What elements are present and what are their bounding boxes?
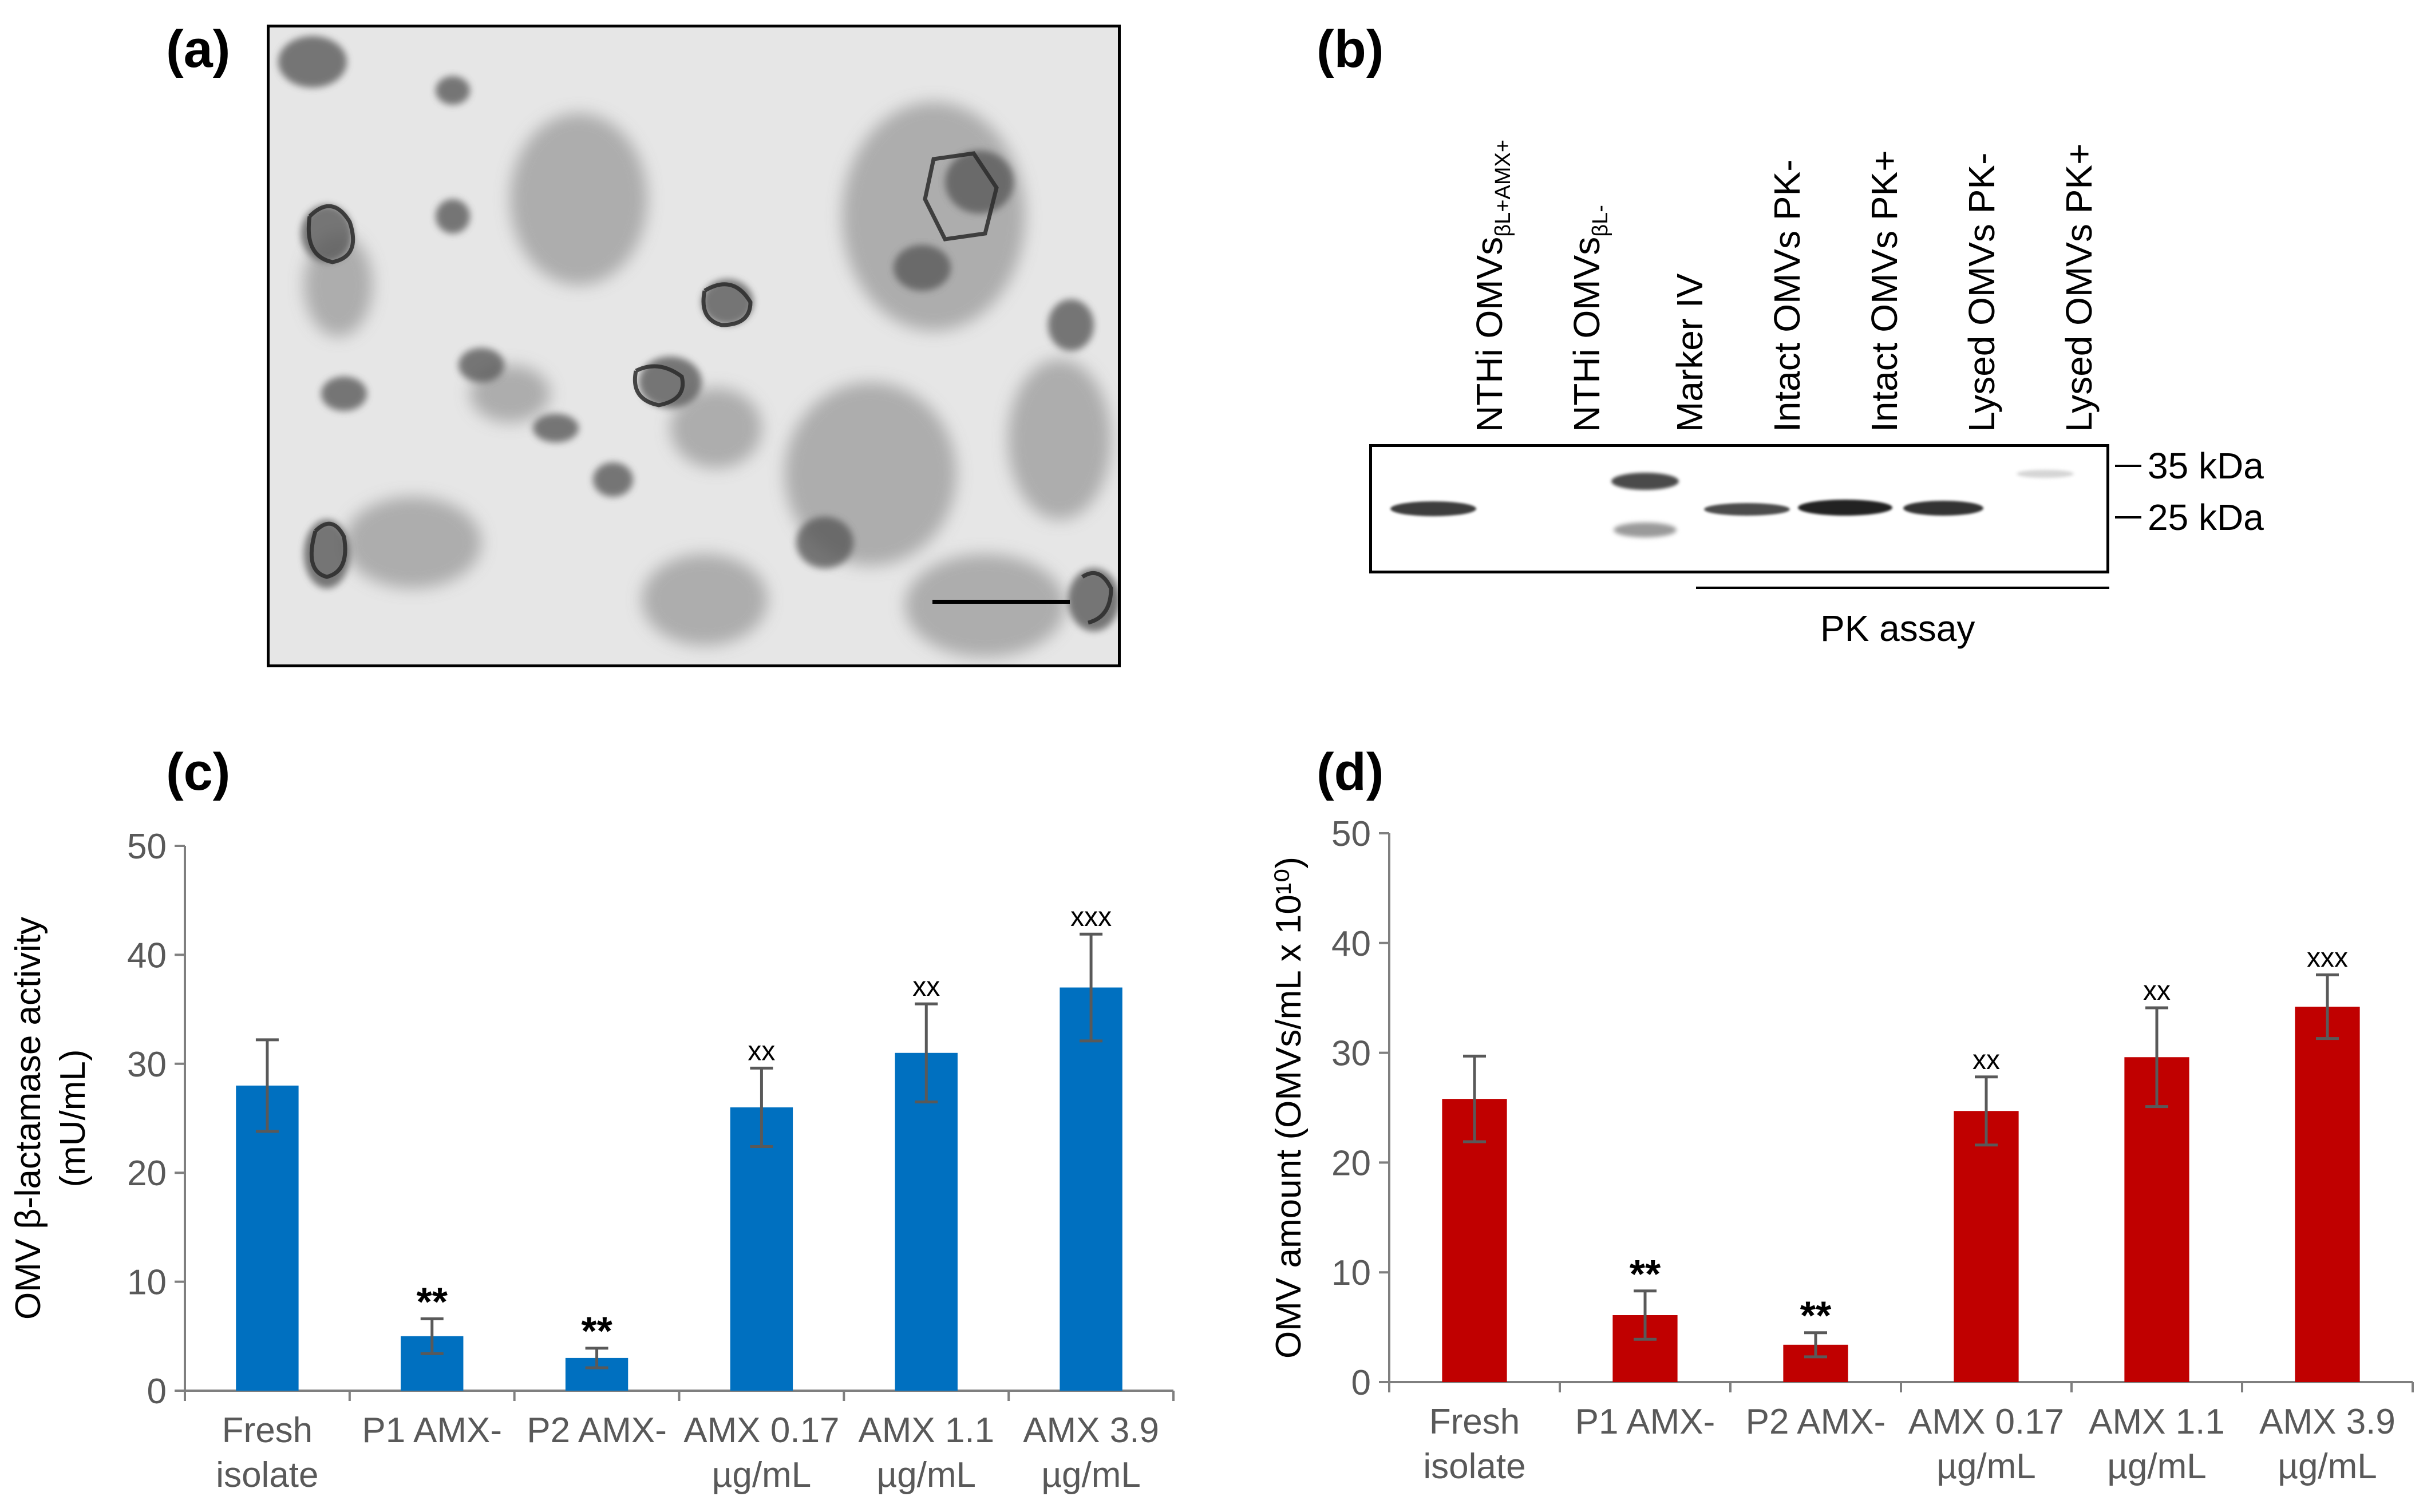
bar	[236, 1085, 299, 1391]
significance-label: xx	[1972, 1045, 2000, 1075]
x-tick-label: Fresh	[1429, 1402, 1520, 1442]
y-tick-label: 50	[127, 827, 167, 866]
y-axis-label: OMV β-lactamase activity	[9, 917, 48, 1320]
scale-bar	[932, 600, 1070, 604]
y-tick-label: 30	[1331, 1034, 1371, 1074]
tem-micrograph	[267, 25, 1121, 667]
x-tick-label: AMX 1.1	[2089, 1402, 2225, 1442]
y-tick-label: 40	[1331, 924, 1371, 964]
x-tick-label: µg/mL	[1936, 1447, 2036, 1486]
x-tick-label: AMX 1.1	[858, 1411, 994, 1450]
panel-label-a: (a)	[166, 20, 231, 78]
x-tick-label: Fresh	[222, 1411, 313, 1450]
bar	[1954, 1111, 2019, 1382]
x-tick-label: AMX 3.9	[1023, 1411, 1159, 1450]
chart-c: 0 10 20 30 40 50 Fresh isolate ** P1 AMX- ** P2 AMX…	[9, 827, 1175, 1495]
x-tick-label: µg/mL	[2278, 1447, 2377, 1486]
y-tick-label: 10	[127, 1263, 167, 1303]
significance-label: xx	[912, 972, 940, 1002]
y-tick-label: 40	[127, 936, 167, 975]
y-tick-label: 20	[127, 1154, 167, 1193]
micrograph-texture	[270, 27, 1118, 664]
y-axis-label: (mU/mL)	[53, 1049, 93, 1187]
y-tick-label: 50	[1331, 814, 1371, 854]
panel-label-c: (c)	[166, 743, 231, 801]
bar	[1442, 1099, 1507, 1382]
bar	[730, 1107, 793, 1391]
x-tick-label: µg/mL	[1041, 1455, 1141, 1495]
x-tick-label: isolate	[216, 1455, 318, 1495]
x-tick-label: AMX 0.17	[683, 1411, 839, 1450]
y-tick-label: 30	[127, 1045, 167, 1084]
significance-label: xx	[2143, 976, 2171, 1006]
x-tick-label: µg/mL	[2107, 1447, 2207, 1486]
x-tick-label: P1 AMX-	[1575, 1402, 1715, 1442]
x-tick-label: P2 AMX-	[527, 1411, 667, 1450]
y-tick-label: 0	[147, 1372, 167, 1411]
x-tick-label: P1 AMX-	[362, 1411, 502, 1450]
y-tick-label: 20	[1331, 1143, 1371, 1183]
significance-label: **	[581, 1309, 612, 1353]
significance-label: xxx	[1070, 902, 1112, 932]
panel-label-b: (b)	[1317, 20, 1384, 78]
x-tick-label: µg/mL	[876, 1455, 976, 1495]
significance-label: xx	[748, 1036, 775, 1066]
panel-label-d: (d)	[1317, 743, 1384, 801]
x-tick-label: AMX 0.17	[1908, 1402, 2064, 1442]
bar	[1060, 987, 1122, 1391]
bar	[895, 1052, 958, 1391]
y-tick-label: 0	[1351, 1363, 1371, 1403]
significance-label: xxx	[2307, 943, 2348, 973]
x-tick-label: isolate	[1423, 1447, 1525, 1486]
chart-d: 0 10 20 30 40 50 Fresh isolate ** P1 AMX- ** P2 AMX…	[1269, 814, 2414, 1486]
x-tick-label: P2 AMX-	[1746, 1402, 1886, 1442]
x-tick-label: µg/mL	[712, 1455, 812, 1495]
x-tick-label: AMX 3.9	[2259, 1402, 2396, 1442]
y-tick-label: 10	[1331, 1253, 1371, 1293]
bar	[2124, 1057, 2189, 1382]
significance-label: **	[417, 1279, 448, 1324]
y-axis-label: OMV amount (OMVs/mL x 10¹⁰)	[1269, 857, 1309, 1359]
bar	[2295, 1007, 2360, 1382]
significance-label: **	[1800, 1293, 1832, 1338]
significance-label: **	[1630, 1252, 1661, 1296]
